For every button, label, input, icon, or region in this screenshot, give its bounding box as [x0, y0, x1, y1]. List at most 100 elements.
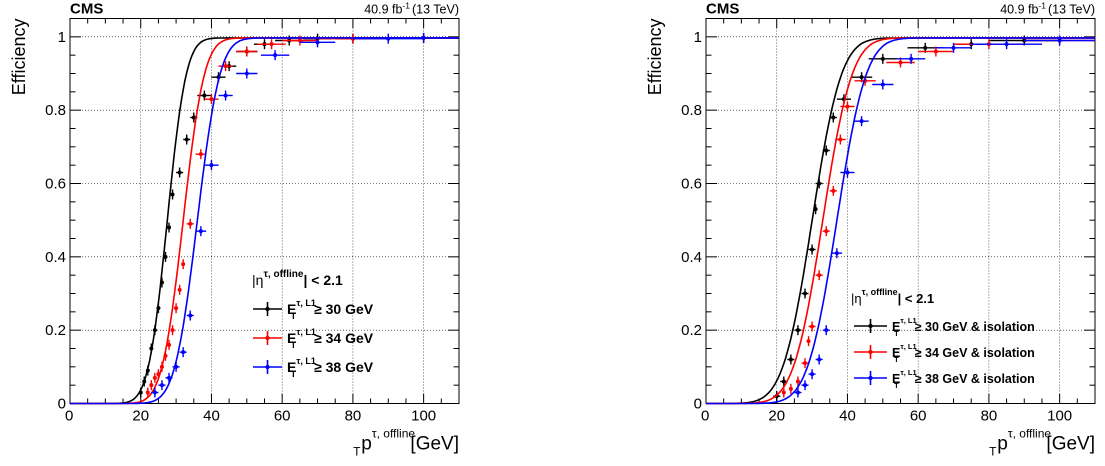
marker — [810, 372, 815, 377]
y-tick-label: 1 — [694, 29, 702, 46]
fit-curve — [70, 37, 459, 405]
lumi-exponent: -1 — [402, 1, 410, 11]
legend-label-main: E — [892, 372, 900, 386]
marker — [209, 97, 214, 102]
grid — [70, 18, 459, 404]
legend-label-main: E — [287, 359, 296, 375]
legend-label-main: E — [287, 301, 296, 317]
marker — [831, 115, 836, 120]
legend-label-main: E — [287, 330, 296, 346]
legend-entry: Eτ, L1 T ≥ 34 GeV & isolation — [854, 342, 1035, 364]
marker — [845, 104, 850, 109]
data-point — [282, 35, 318, 46]
data-point — [257, 39, 286, 50]
marker — [159, 364, 164, 369]
marker — [149, 383, 154, 388]
legend-label-sub: T — [894, 329, 899, 338]
y-axis-title: Efficiency — [9, 19, 29, 96]
legend-label-sup: τ, L1 — [296, 327, 316, 337]
data-point — [795, 376, 800, 387]
data-point — [158, 380, 166, 391]
data-point — [808, 321, 816, 332]
marker — [810, 324, 815, 329]
y-tick-label: 0.2 — [681, 322, 702, 339]
marker — [163, 353, 168, 358]
legend-label-sup: τ, L1 — [900, 368, 916, 377]
x-axis-title-sup: τ, offline — [372, 427, 416, 441]
marker — [188, 313, 193, 318]
marker — [421, 35, 426, 40]
data-point — [808, 244, 816, 255]
legend-entry: Eτ, L1 T ≥ 38 GeV — [253, 356, 374, 379]
x-axis-title-sup: τ, offline — [1008, 427, 1052, 441]
legend-header-tail: | < 2.1 — [303, 272, 343, 288]
data-point — [808, 369, 816, 380]
marker — [788, 357, 793, 362]
legend-label: Eτ, L1 T ≥ 38 GeV & isolation — [892, 368, 1035, 390]
data-point — [236, 68, 258, 79]
legend-marker — [265, 306, 270, 312]
data-point — [794, 325, 802, 336]
legend-header-main: |η — [851, 291, 862, 306]
data-point — [831, 248, 843, 259]
experiment-label: CMS — [70, 1, 103, 18]
legend-header: |ητ, offline| < 2.1 — [252, 269, 343, 288]
data-point — [840, 167, 855, 178]
marker — [859, 119, 864, 124]
efficiency-chart-left: 0 20 40 60 80 100 0 0.2 0.4 0.6 0.8 1 Efficiency pτ, … — [0, 0, 552, 461]
marker — [803, 291, 808, 296]
marker — [838, 137, 843, 142]
data-point — [152, 325, 157, 336]
luminosity-label: 40.9 fb-1 (13 TeV) — [1000, 1, 1095, 17]
data-point — [138, 387, 143, 398]
marker — [244, 49, 249, 54]
marker — [145, 390, 150, 395]
legend-label-main: E — [892, 346, 900, 360]
marker — [152, 375, 157, 380]
marker — [824, 328, 829, 333]
data-point — [145, 365, 150, 376]
legend-header-tail: | < 2.1 — [898, 291, 935, 306]
legend-label-sup: τ, L1 — [900, 342, 916, 351]
data-point — [801, 358, 809, 369]
data-point — [195, 149, 207, 160]
legend-marker — [265, 364, 270, 370]
data-point — [174, 303, 179, 314]
marker — [167, 375, 172, 380]
energy-label: (13 TeV) — [1048, 3, 1095, 17]
data-point — [872, 79, 894, 90]
marker — [159, 383, 164, 388]
marker — [315, 40, 320, 45]
data-point — [152, 372, 157, 383]
marker — [880, 56, 885, 61]
legend-label-sup: τ, L1 — [900, 316, 916, 325]
energy-label: (13 TeV) — [412, 3, 459, 17]
legend-label-sub: T — [894, 381, 899, 390]
marker — [167, 225, 172, 230]
marker — [181, 262, 186, 267]
legend-label-sub: T — [291, 340, 297, 350]
legend-header-sup: τ, offline — [263, 269, 303, 280]
x-axis-title-unit: [GeV] — [1046, 434, 1095, 455]
marker — [824, 148, 829, 153]
x-tick-label: 100 — [1047, 408, 1072, 425]
marker — [138, 390, 143, 395]
data-point — [260, 50, 290, 61]
marker — [198, 229, 203, 234]
marker — [803, 361, 808, 366]
marker — [859, 75, 864, 80]
x-axis-title-unit: [GeV] — [410, 434, 459, 455]
data-point — [218, 61, 233, 72]
marker — [152, 390, 157, 395]
marker — [142, 379, 147, 384]
marker — [191, 115, 196, 120]
legend-entry: Eτ, L1 T ≥ 30 GeV & isolation — [854, 316, 1035, 338]
marker — [152, 328, 157, 333]
data-point — [829, 185, 837, 196]
x-axis-title-main: p — [997, 434, 1008, 455]
marker — [951, 45, 956, 50]
marker — [170, 192, 175, 197]
efficiency-plot-right: 0 20 40 60 80 10000.20.40.60.81Efficiencypτ, … — [645, 1, 1096, 459]
data-point — [167, 339, 172, 350]
data-point — [299, 37, 336, 48]
